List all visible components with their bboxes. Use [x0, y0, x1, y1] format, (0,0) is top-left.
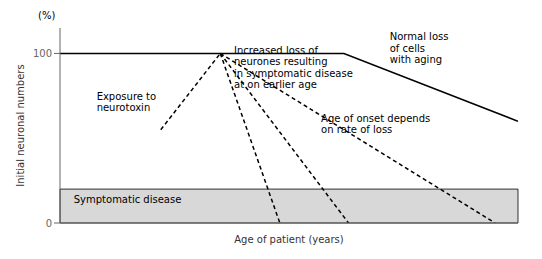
- svg-text:Increased loss ofneurones resu: Increased loss ofneurones resultingin sy…: [234, 45, 353, 91]
- svg-text:Normal lossof cellswith aging: Normal lossof cellswith aging: [390, 31, 449, 65]
- svg-text:Symptomatic disease: Symptomatic disease: [74, 194, 182, 205]
- svg-text:Age of patient (years): Age of patient (years): [234, 234, 344, 245]
- svg-text:0: 0: [46, 218, 52, 229]
- svg-text:Exposure toneurotoxin: Exposure toneurotoxin: [97, 91, 157, 114]
- svg-text:Age of onset dependson rate of: Age of onset dependson rate of loss: [321, 113, 430, 136]
- svg-text:Initial neuronal numbers: Initial neuronal numbers: [15, 64, 26, 186]
- svg-text:100: 100: [33, 48, 52, 59]
